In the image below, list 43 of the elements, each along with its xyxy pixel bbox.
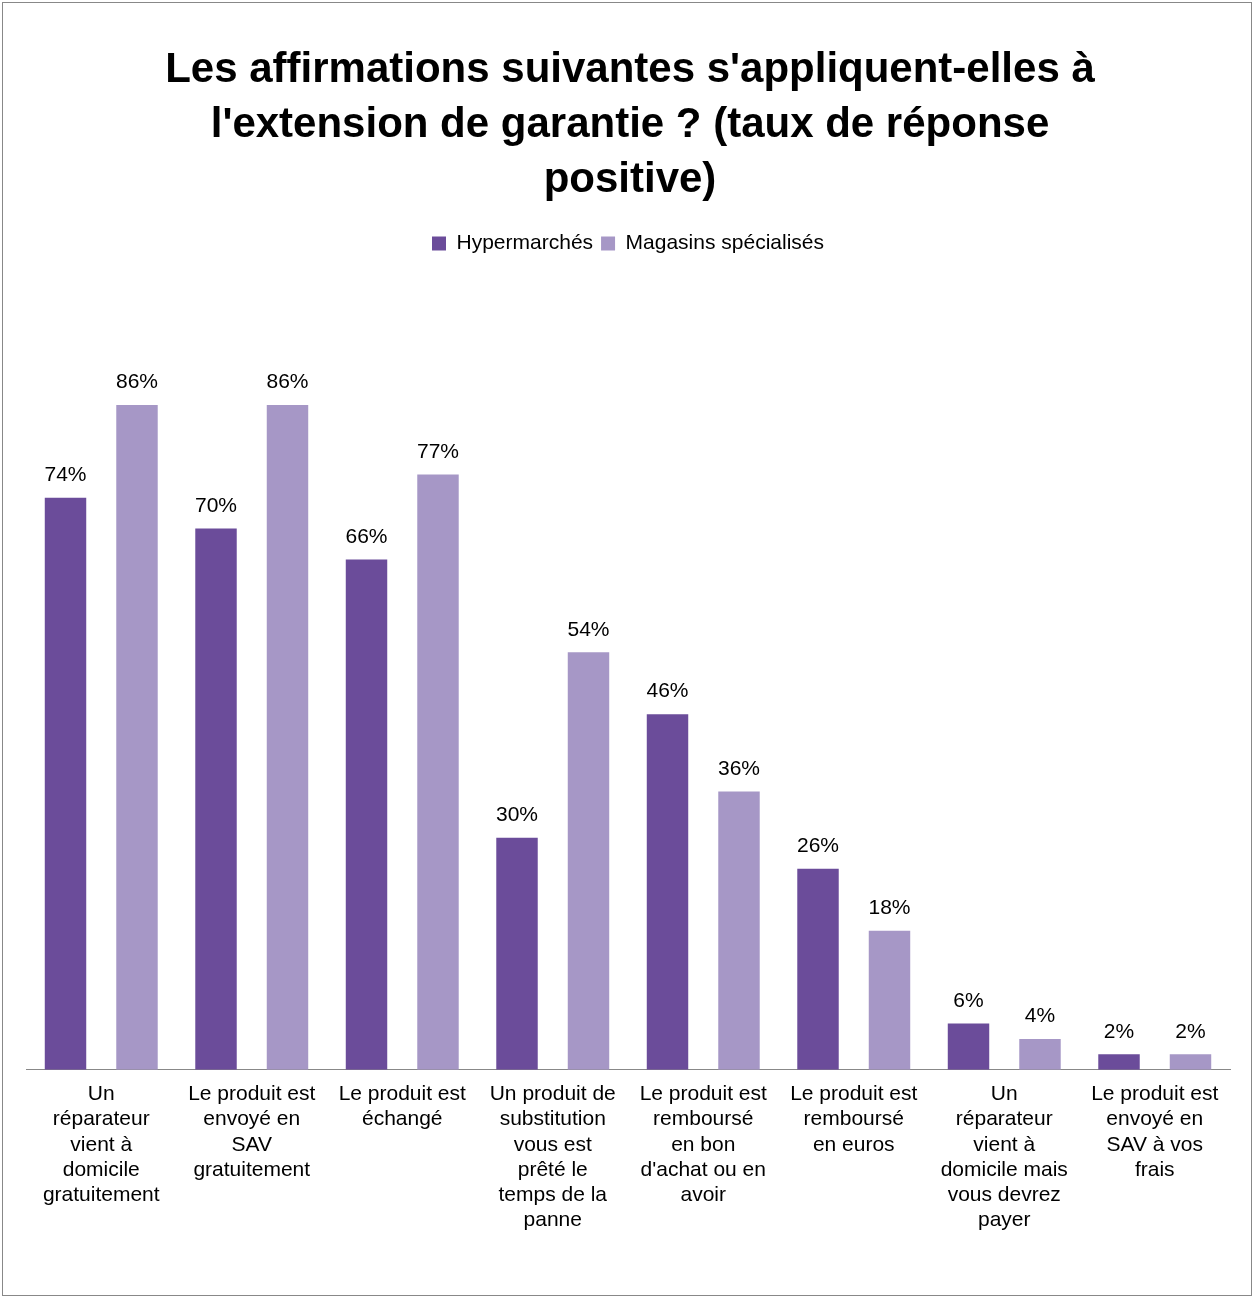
data-label: 36% [717, 755, 761, 779]
data-label: 86% [115, 369, 159, 393]
x-tick-label: Le produit est échangé [338, 1081, 467, 1130]
data-label: 4% [1024, 1003, 1056, 1027]
data-label: 86% [266, 369, 309, 393]
data-label: 66% [345, 523, 388, 547]
data-label: 54% [567, 616, 610, 640]
data-label: 6% [953, 987, 984, 1011]
bar [417, 474, 459, 1070]
data-label: 18% [868, 894, 911, 918]
bar [345, 559, 388, 1070]
bar [947, 1023, 990, 1070]
bar [1098, 1054, 1140, 1070]
chart-title: Les affirmations suivantes s'appliquent-elles à l'extension de garantie ? (taux de réponse positive) [164, 43, 1096, 203]
bar [1019, 1038, 1061, 1070]
x-tick-label: Un produit de substitution vous est prêté le temps de la panne [489, 1081, 616, 1231]
bar [116, 404, 158, 1070]
data-label: 2% [1103, 1018, 1135, 1042]
bar [496, 837, 538, 1070]
bar [44, 497, 87, 1070]
data-label: 70% [194, 492, 238, 516]
x-tick-label: Le produit est envoyé en SAV à vos frais [1091, 1081, 1219, 1180]
x-tick-label: Le produit est remboursé en bon d'achat ou en avoir [639, 1081, 768, 1205]
bar [718, 791, 760, 1070]
data-label: 46% [646, 678, 689, 702]
data-label: 2% [1175, 1018, 1206, 1042]
x-tick-label: Le produit est remboursé en euros [790, 1081, 918, 1155]
data-label: 26% [796, 833, 840, 857]
bar [646, 714, 689, 1070]
x-tick-label: Un réparateur vient à domicile mais vous devrez payer [940, 1081, 1068, 1231]
bar [567, 652, 610, 1070]
bar [868, 930, 911, 1070]
x-tick-label: Un réparateur vient à domicile gratuitement [42, 1081, 160, 1205]
data-label: 30% [495, 802, 539, 826]
legend-label: Magasins spécialisés [625, 230, 824, 254]
data-label: 77% [416, 438, 460, 462]
x-tick-label: Le produit est envoyé en SAV gratuitement [188, 1081, 316, 1180]
bar [797, 868, 839, 1070]
legend-label: Hypermarchés [456, 230, 594, 254]
data-label: 74% [44, 461, 87, 485]
bar [195, 528, 237, 1070]
bar [1169, 1054, 1212, 1070]
bar [266, 404, 309, 1070]
